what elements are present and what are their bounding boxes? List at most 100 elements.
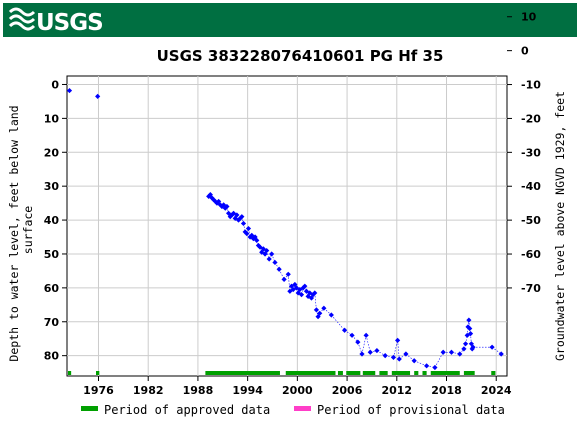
data-point xyxy=(285,271,291,277)
approved-period-bar xyxy=(414,371,419,375)
data-point xyxy=(269,251,275,257)
data-point xyxy=(244,231,250,237)
plot-area xyxy=(66,75,508,377)
data-point xyxy=(363,332,369,338)
right-tick-label: -30 xyxy=(521,146,541,159)
data-point xyxy=(467,331,474,337)
legend-provisional-swatch xyxy=(294,406,311,411)
approved-period-bars xyxy=(68,371,496,375)
approved-period-bar xyxy=(491,371,496,375)
left-tick-label: 20 xyxy=(44,146,60,159)
data-point xyxy=(465,324,471,330)
right-tick-label: 10 xyxy=(521,11,537,24)
x-tick-label: 2000 xyxy=(282,384,313,397)
data-point xyxy=(321,305,327,311)
x-axis-ticks: 1976 1982 1988 1994 2000 2006 2012 2018 2024 xyxy=(83,376,512,397)
data-point xyxy=(317,310,323,316)
data-point xyxy=(448,349,455,355)
data-point xyxy=(281,276,287,282)
legend-approved-swatch xyxy=(81,406,98,411)
x-tick-label: 2012 xyxy=(381,384,412,397)
approved-period-bar xyxy=(463,371,475,375)
x-tick-label: 1988 xyxy=(183,384,214,397)
x-tick-label: 2018 xyxy=(431,384,462,397)
left-tick-label: 0 xyxy=(51,78,59,91)
data-point xyxy=(464,332,470,338)
approved-period-bar xyxy=(346,371,361,375)
data-point xyxy=(66,87,73,94)
right-tick-label: -10 xyxy=(521,79,541,92)
data-point xyxy=(374,347,380,354)
usgs-logo-text: USGS xyxy=(36,10,103,36)
data-point xyxy=(367,349,373,355)
data-point xyxy=(403,351,409,357)
data-point xyxy=(266,256,272,262)
approved-period-bar xyxy=(285,371,336,375)
right-tick-label: 0 xyxy=(521,45,529,58)
data-point xyxy=(240,220,247,227)
right-tick-label: -50 xyxy=(521,214,541,227)
left-tick-label: 60 xyxy=(44,282,60,295)
usgs-logo: USGS xyxy=(8,7,104,36)
data-point xyxy=(264,247,270,254)
data-point xyxy=(489,344,495,350)
data-point xyxy=(252,234,258,240)
data-point xyxy=(302,283,308,289)
data-point xyxy=(254,237,260,244)
gridlines xyxy=(67,76,507,376)
connector-line xyxy=(491,346,502,355)
data-point xyxy=(411,358,417,364)
data-point xyxy=(308,295,315,301)
x-tick-label: 1994 xyxy=(232,384,263,397)
approved-period-bar xyxy=(337,371,343,375)
right-tick-label: -70 xyxy=(521,282,541,295)
data-point xyxy=(287,288,293,294)
left-tick-label: 10 xyxy=(44,112,60,125)
approved-period-bar xyxy=(391,371,411,375)
approved-period-bar xyxy=(430,371,460,375)
data-point xyxy=(255,242,262,249)
data-point xyxy=(224,203,230,210)
data-point xyxy=(272,259,278,266)
data-point xyxy=(257,244,263,250)
left-tick-label: 80 xyxy=(44,350,60,363)
connector-line xyxy=(414,360,427,367)
left-y-axis-ticks: 0 10 20 30 40 50 60 70 80 xyxy=(44,78,67,363)
connector-line xyxy=(331,314,345,331)
left-tick-label: 70 xyxy=(44,316,60,329)
data-point xyxy=(440,349,446,355)
x-tick-label: 2006 xyxy=(332,384,363,397)
data-point xyxy=(310,292,316,298)
right-tick-label: -20 xyxy=(521,112,541,125)
x-tick-label: 1976 xyxy=(83,384,114,397)
right-y-axis-ticks: 10 0 -10 -20 -30 -40 -50 -60 -70 xyxy=(507,11,541,295)
data-point xyxy=(470,344,476,350)
data-point xyxy=(390,354,397,360)
approved-period-bar xyxy=(68,371,72,375)
data-point xyxy=(498,351,504,357)
approved-period-bar xyxy=(422,371,427,375)
approved-period-bar xyxy=(96,371,100,375)
data-point xyxy=(245,225,252,232)
x-tick-label: 1982 xyxy=(133,384,164,397)
data-point xyxy=(234,212,240,218)
data-point xyxy=(312,290,318,296)
data-point xyxy=(328,312,334,318)
data-point xyxy=(359,351,365,357)
data-point xyxy=(315,314,321,320)
data-point xyxy=(461,346,467,352)
data-point xyxy=(457,351,463,357)
left-tick-label: 30 xyxy=(44,180,60,193)
data-point xyxy=(395,337,401,344)
data-point xyxy=(466,317,472,323)
left-tick-label: 50 xyxy=(44,248,60,261)
left-tick-label: 40 xyxy=(44,214,60,227)
data-point xyxy=(468,341,474,347)
legend-provisional-label: Period of provisional data xyxy=(317,403,505,417)
legend-approved-label: Period of approved data xyxy=(104,403,270,417)
data-point xyxy=(298,292,305,298)
data-point xyxy=(95,93,101,99)
data-point xyxy=(239,214,245,220)
approved-period-bar xyxy=(362,371,376,375)
data-point xyxy=(467,325,473,332)
